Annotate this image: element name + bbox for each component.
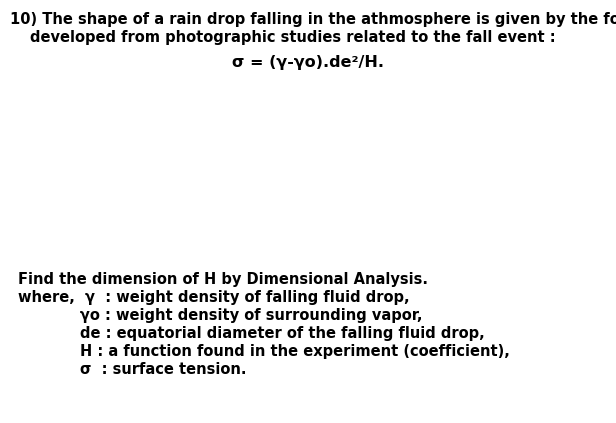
Text: γo : weight density of surrounding vapor,: γo : weight density of surrounding vapor… <box>80 308 423 323</box>
Text: H : a function found in the experiment (coefficient),: H : a function found in the experiment (… <box>80 344 510 359</box>
Text: σ = (γ-γo).de²/H.: σ = (γ-γo).de²/H. <box>232 55 384 70</box>
Text: where,  γ  : weight density of falling fluid drop,: where, γ : weight density of falling flu… <box>18 290 410 305</box>
Text: 10) The shape of a rain drop falling in the athmosphere is given by the followin: 10) The shape of a rain drop falling in … <box>10 12 616 27</box>
Text: developed from photographic studies related to the fall event :: developed from photographic studies rela… <box>30 30 556 45</box>
Text: de : equatorial diameter of the falling fluid drop,: de : equatorial diameter of the falling … <box>80 326 485 341</box>
Text: σ  : surface tension.: σ : surface tension. <box>80 362 246 377</box>
Text: Find the dimension of H by Dimensional Analysis.: Find the dimension of H by Dimensional A… <box>18 272 428 287</box>
